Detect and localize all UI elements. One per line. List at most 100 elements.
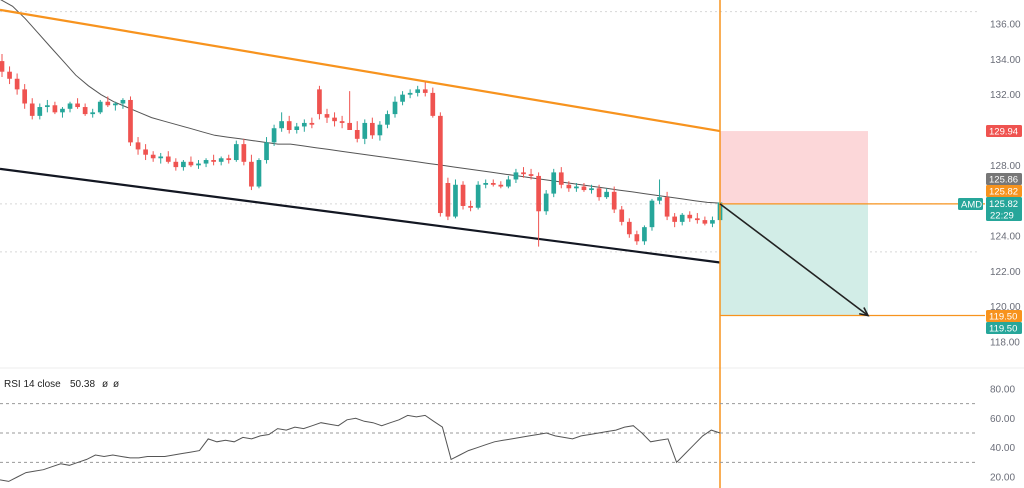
candle-body <box>7 71 12 79</box>
candle <box>385 110 390 129</box>
rsi-label: RSI 14 close <box>4 379 61 390</box>
candle-body <box>536 175 541 212</box>
candle-body <box>22 89 28 104</box>
candle <box>188 156 194 168</box>
candle-body <box>294 126 300 130</box>
candle-body <box>233 144 239 161</box>
stop-price-tag: 129.94 <box>989 127 1018 138</box>
candle-body <box>551 172 557 194</box>
candle-body <box>657 197 662 201</box>
candle-body <box>611 191 617 210</box>
candle-body <box>271 128 277 143</box>
price-tick-label: 136.00 <box>990 20 1021 31</box>
candle-body <box>60 108 65 113</box>
candle-body <box>150 154 156 159</box>
candle <box>543 190 549 215</box>
candle-body <box>264 142 269 161</box>
candle-body <box>158 156 164 159</box>
candle <box>619 205 625 226</box>
candle <box>271 124 277 146</box>
candle-body <box>37 107 43 116</box>
candle <box>37 103 43 120</box>
candle-body <box>143 149 148 155</box>
candle-body <box>581 186 587 191</box>
candle <box>694 213 700 224</box>
candle-body <box>407 92 413 95</box>
candle-body <box>687 214 693 219</box>
rsi-axis: 80.00 60.00 40.00 20.00 <box>990 385 1015 484</box>
price-tick-label: 118.00 <box>990 338 1020 349</box>
rsi-tick-label: 80.00 <box>990 385 1015 396</box>
candle-body <box>694 218 700 221</box>
candle <box>611 186 617 214</box>
candle <box>264 137 269 164</box>
ma-price-tag: 125.86 <box>989 175 1018 186</box>
candle-body <box>211 160 216 162</box>
candle <box>422 82 428 97</box>
candle <box>158 152 164 164</box>
candle-body <box>626 221 632 235</box>
candle-body <box>430 92 436 116</box>
candle-body <box>604 191 609 198</box>
candle-body <box>279 121 284 129</box>
last-price-tag-bg <box>986 197 1022 221</box>
candle-body <box>475 184 481 208</box>
candle <box>120 98 126 109</box>
candle <box>475 181 481 210</box>
price-tick-label: 128.00 <box>990 161 1021 172</box>
candles <box>0 54 723 247</box>
target-price-tag-bg <box>986 310 1022 322</box>
rsi-pane[interactable]: RSI 14 close 50.38 ø ø 80.00 60.00 40.00 20… <box>0 379 1015 484</box>
candle-body <box>29 103 35 116</box>
projection-arrow-head <box>859 307 870 317</box>
candle <box>536 172 541 247</box>
projection-arrow-line <box>719 203 869 317</box>
candle-body <box>14 78 20 90</box>
candle-body <box>543 193 549 212</box>
candle <box>528 168 534 180</box>
candle <box>642 225 647 245</box>
candle <box>445 177 451 221</box>
candle <box>581 183 587 192</box>
candle-body <box>128 99 133 143</box>
rsi-tick-label: 20.00 <box>990 473 1015 484</box>
candle-body <box>241 144 247 162</box>
candle-body <box>400 94 405 102</box>
rsi-lines <box>0 403 978 482</box>
candle <box>128 96 133 146</box>
candle-body <box>301 122 307 127</box>
candle-body <box>188 161 194 166</box>
candle <box>453 179 458 219</box>
candle <box>45 99 50 113</box>
candle <box>626 218 632 238</box>
candle-body <box>339 121 345 123</box>
candle-body <box>354 130 360 139</box>
price-tick-label: 134.00 <box>990 55 1021 66</box>
candle-body <box>120 99 126 104</box>
candle-body <box>218 158 224 162</box>
candle <box>513 168 519 183</box>
candle <box>203 158 209 168</box>
candle <box>14 73 20 95</box>
candle <box>90 108 96 118</box>
candle-body <box>173 161 179 168</box>
candle <box>286 115 292 134</box>
candle <box>506 175 511 189</box>
candle <box>430 87 436 118</box>
candle-body <box>67 103 73 109</box>
candle-body <box>52 105 58 113</box>
price-tick-label: 124.00 <box>990 232 1021 243</box>
candle <box>143 144 148 161</box>
stop-loss-zone <box>720 131 868 204</box>
ma-price-tag-bg <box>986 173 1022 185</box>
candle <box>82 103 88 116</box>
candle-body <box>113 103 118 106</box>
candle <box>150 151 156 162</box>
target-price-tag-2: 119.50 <box>989 324 1017 335</box>
candle <box>574 183 579 192</box>
candle <box>649 198 655 231</box>
candle <box>438 112 443 217</box>
candle <box>460 181 466 210</box>
